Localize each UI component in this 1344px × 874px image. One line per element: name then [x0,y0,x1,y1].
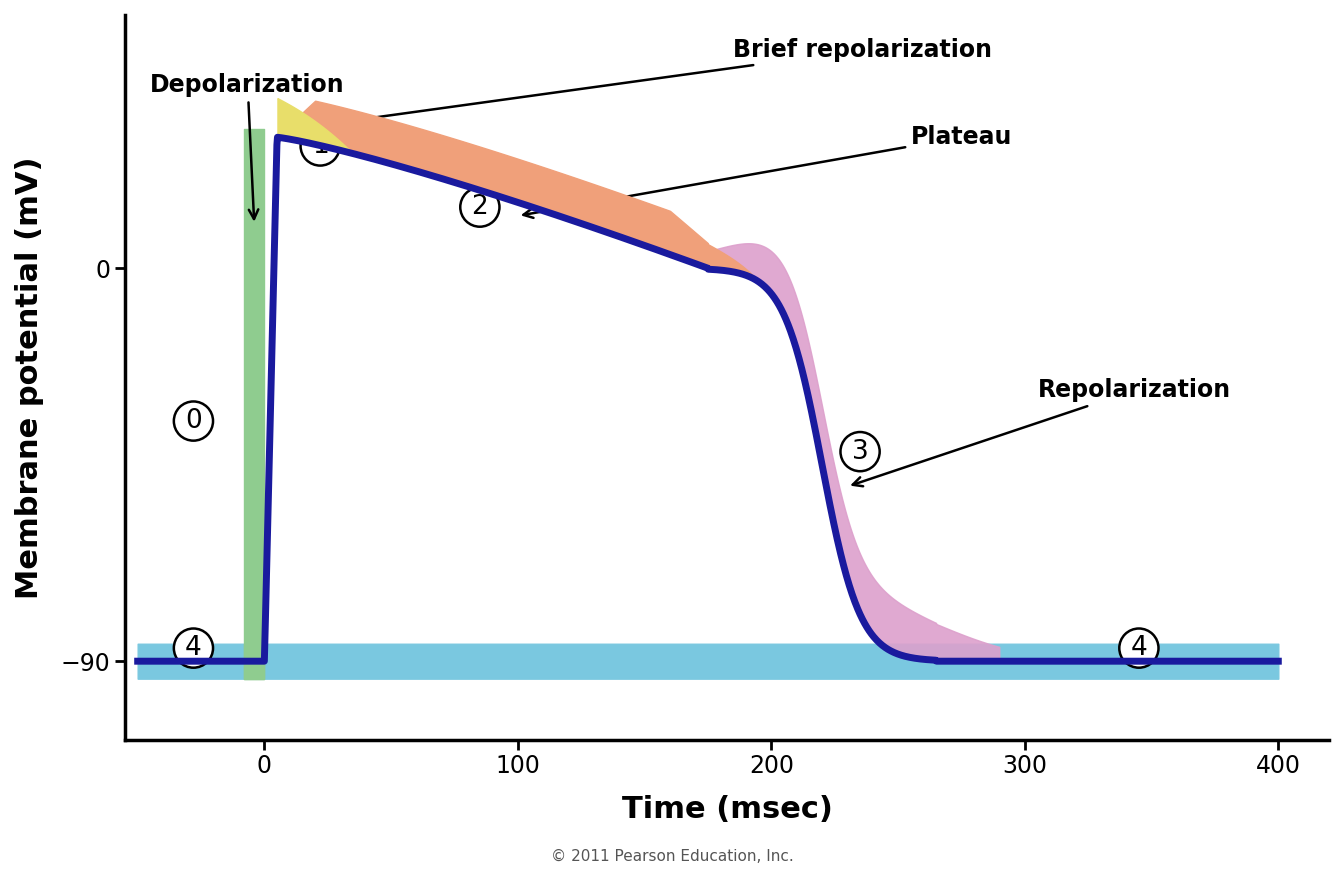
Text: 2: 2 [472,194,488,220]
Text: 3: 3 [852,439,868,465]
Text: Depolarization: Depolarization [151,73,345,219]
Text: © 2011 Pearson Education, Inc.: © 2011 Pearson Education, Inc. [551,849,793,864]
Text: 1: 1 [312,133,328,159]
Text: 4: 4 [185,635,202,661]
Text: 0: 0 [185,408,202,434]
Text: Repolarization: Repolarization [852,378,1231,486]
Text: Plateau: Plateau [523,125,1012,218]
Text: Brief repolarization: Brief repolarization [300,38,992,131]
Y-axis label: Membrane potential (mV): Membrane potential (mV) [15,156,44,599]
Text: 4: 4 [1130,635,1148,661]
X-axis label: Time (msec): Time (msec) [621,795,832,824]
